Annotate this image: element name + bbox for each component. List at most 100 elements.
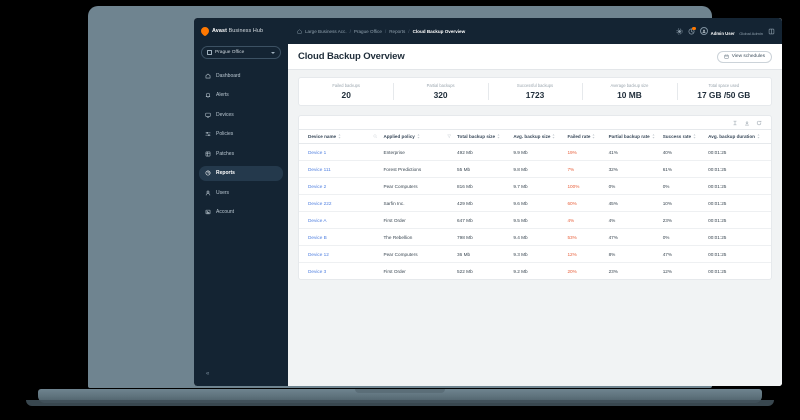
- cell-partial: 23%: [608, 268, 618, 274]
- device-link[interactable]: Device 222: [308, 200, 332, 206]
- breadcrumb-link[interactable]: Large Business Acc.: [305, 28, 347, 34]
- brand-name: Avast Business Hub: [212, 28, 264, 34]
- cell-device[interactable]: Device A: [299, 211, 384, 229]
- sort-icon[interactable]: [552, 134, 555, 139]
- column-header-label: Total backup size: [457, 134, 495, 139]
- sidebar-item-label: Policies: [216, 131, 234, 137]
- sidebar-item-dashboard[interactable]: Dashboard: [199, 68, 283, 83]
- sort-icon[interactable]: [592, 134, 595, 139]
- filter-icon[interactable]: [446, 134, 452, 139]
- search-icon[interactable]: [373, 134, 378, 139]
- sort-icon[interactable]: [757, 134, 760, 139]
- table-row[interactable]: Device 3 First Order 522 Mb 9.2 Mb 20% 23% 12%…: [299, 263, 771, 280]
- cell-device[interactable]: Device 1: [299, 143, 384, 161]
- notifications-icon[interactable]: [688, 26, 696, 35]
- breadcrumb-link[interactable]: Prague Office: [353, 28, 382, 34]
- sidebar-collapse-button[interactable]: «: [206, 371, 210, 377]
- brand-logo[interactable]: Avast Business Hub: [194, 18, 288, 44]
- column-header-partial[interactable]: Partial backup rate: [608, 129, 663, 144]
- refresh-icon[interactable]: [756, 120, 762, 126]
- id-card-icon: [205, 209, 211, 215]
- table-row[interactable]: Device A First Order 647 Mb 9.5 Mb 4% 4% 23% 00…: [299, 211, 771, 229]
- stat-card: Average backup size 10 MB: [582, 78, 676, 105]
- device-link[interactable]: Device 12: [308, 251, 329, 257]
- user-role: Global Admin: [739, 31, 763, 36]
- breadcrumb-link[interactable]: Reports: [389, 28, 406, 34]
- view-schedules-label: View schedules: [731, 54, 765, 59]
- sidebar-item-policies[interactable]: Policies: [199, 127, 283, 142]
- laptop-base: [38, 389, 762, 403]
- sort-icon[interactable]: [338, 134, 341, 139]
- sidebar: Avast Business Hub Prague Office Dashboa…: [194, 18, 288, 386]
- device-link[interactable]: Device A: [308, 217, 327, 223]
- columns-icon[interactable]: [732, 120, 738, 126]
- cell-device[interactable]: Device 12: [299, 245, 384, 263]
- sidebar-item-users[interactable]: Users: [199, 185, 283, 200]
- sidebar-item-account[interactable]: Account: [199, 205, 283, 220]
- cell-policy: Forest Predictions: [383, 160, 458, 178]
- sidebar-item-devices[interactable]: Devices: [199, 107, 283, 122]
- stat-label: Failed backups: [332, 83, 360, 89]
- cell-total: 816 Mb: [457, 177, 514, 195]
- table-row[interactable]: Device B The Rebellion 798 Mb 9.4 Mb 53% 47% 0…: [299, 228, 771, 246]
- sort-icon[interactable]: [417, 134, 420, 139]
- sort-icon[interactable]: [497, 134, 500, 139]
- column-header-success[interactable]: Success rate: [662, 129, 709, 144]
- monitor-icon: [205, 112, 211, 118]
- column-header-label: Applied policy: [383, 134, 415, 139]
- table-row[interactable]: Device 2 Pear Computers 816 Mb 9.7 Mb 100% 0%…: [299, 177, 771, 195]
- sort-icon[interactable]: [693, 134, 696, 139]
- device-link[interactable]: Device 3: [308, 268, 327, 274]
- column-header-avgsize[interactable]: Avg. backup size: [513, 129, 568, 144]
- cell-avgsize: 9.5 Mb: [513, 211, 568, 229]
- sliders-icon: [205, 131, 211, 137]
- device-link[interactable]: Device 111: [308, 166, 331, 172]
- cell-device[interactable]: Device 3: [299, 263, 383, 280]
- office-switcher[interactable]: Prague Office: [201, 46, 281, 59]
- cell-failed: 19%: [567, 143, 609, 161]
- column-header-failed[interactable]: Failed rate: [567, 129, 609, 144]
- view-schedules-button[interactable]: View schedules: [716, 50, 772, 63]
- cell-device[interactable]: Device 111: [299, 160, 384, 178]
- breadcrumb-separator: /: [349, 28, 351, 34]
- stat-value: 320: [433, 89, 448, 100]
- download-icon[interactable]: [744, 120, 750, 126]
- breadcrumb-separator: /: [408, 28, 410, 34]
- table-row[interactable]: Device 111 Forest Predictions 55 Mb 9.8 Mb 7…: [299, 160, 771, 178]
- table-row[interactable]: Device 222 Sarfin Inc. 429 Mb 9.6 Mb 60% 45% 1…: [299, 194, 771, 212]
- column-header-label: Avg. backup duration: [708, 134, 755, 139]
- sidebar-item-reports[interactable]: Reports: [199, 165, 283, 181]
- user-menu[interactable]: Admin User Global Admin: [699, 21, 763, 41]
- cell-partial: 45%: [608, 194, 663, 212]
- cell-policy: The Rebellion: [383, 228, 458, 246]
- device-link[interactable]: Device B: [308, 234, 327, 240]
- sidebar-item-alerts[interactable]: Alerts: [199, 88, 283, 103]
- column-header-total[interactable]: Total backup size: [457, 129, 514, 144]
- sidebar-item-label: Reports: [216, 170, 235, 176]
- help-icon[interactable]: [768, 28, 775, 35]
- device-link[interactable]: Device 2: [308, 183, 327, 189]
- column-header-dur[interactable]: Avg. backup duration: [708, 129, 771, 144]
- top-bar: Large Business Acc. / Prague Office / Report…: [288, 18, 782, 44]
- cell-device[interactable]: Device 222: [299, 194, 384, 212]
- cell-device[interactable]: Device 2: [299, 177, 384, 195]
- column-header-policy[interactable]: Applied policy: [383, 129, 458, 144]
- stat-label: Total space used: [708, 83, 740, 89]
- sort-icon[interactable]: [652, 134, 655, 139]
- application-window: Avast Business Hub Prague Office Dashboa…: [194, 18, 782, 386]
- cell-device[interactable]: Device B: [299, 228, 384, 246]
- laptop-screen: Avast Business Hub Prague Office Dashboa…: [194, 18, 782, 386]
- device-link[interactable]: Device 1: [308, 149, 327, 155]
- sidebar-item-label: Patches: [216, 150, 235, 157]
- cell-dur: 00:01:25: [708, 194, 771, 212]
- table-header-row: Device name Applied policy Total backup si…: [299, 129, 771, 144]
- user-info: Admin User Global Admin: [711, 21, 763, 41]
- column-header-device[interactable]: Device name: [299, 129, 384, 144]
- sidebar-item-patches[interactable]: Patches: [199, 146, 283, 161]
- table-row[interactable]: Device 1 Enterprise 492 Mb 9.9 Mb 19% 41% 40% 0…: [299, 143, 771, 161]
- home-icon[interactable]: [297, 28, 302, 34]
- cell-partial: 41%: [608, 143, 663, 161]
- table-row[interactable]: Device 12 Pear Computers 36 Mb 9.3 Mb 12% 8% 4…: [299, 245, 771, 263]
- gear-icon[interactable]: [676, 28, 683, 35]
